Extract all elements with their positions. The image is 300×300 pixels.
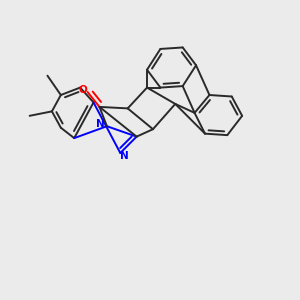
- Text: N: N: [120, 151, 129, 161]
- Text: N: N: [96, 119, 105, 129]
- Text: O: O: [79, 85, 88, 95]
